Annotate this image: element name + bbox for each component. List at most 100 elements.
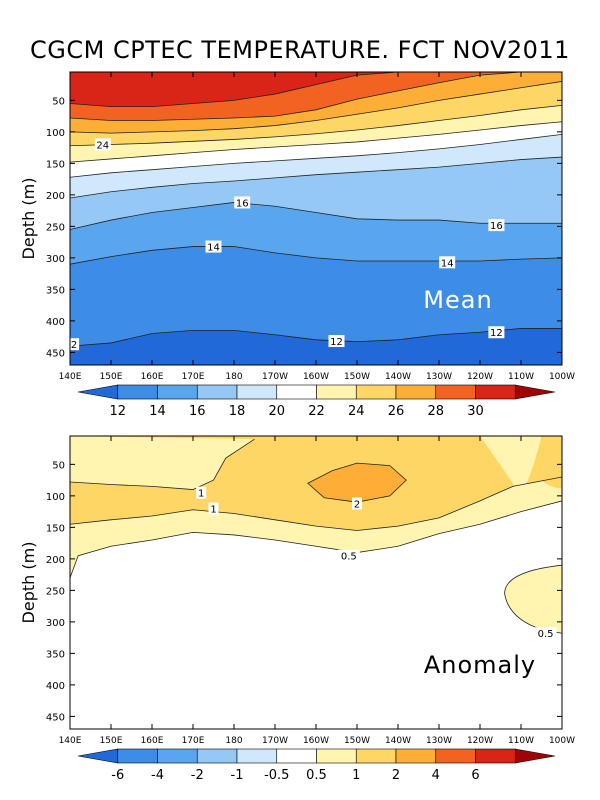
anomaly-y-tick-label: 200	[46, 555, 65, 566]
anomaly-x-tick-label: 100W	[549, 736, 575, 746]
mean-colorbar-segment	[475, 384, 516, 400]
mean-contour-label-bg	[205, 240, 222, 253]
mean-colorbar-label: 12	[109, 404, 126, 419]
anomaly-x-tick-label: 170W	[262, 736, 288, 746]
anomaly-colorbar-segment	[435, 748, 476, 764]
mean-colorbar-label: 18	[229, 404, 246, 419]
mean-colorbar-segment	[77, 384, 119, 400]
mean-y-tick-label: 250	[46, 222, 65, 233]
anomaly-colorbar-label: 6	[471, 768, 479, 783]
mean-contour-label-bg	[439, 256, 456, 269]
mean-isotherm-22	[70, 121, 562, 163]
mean-isotherm-20	[70, 133, 562, 178]
anomaly-x-tick-label: 140W	[385, 736, 411, 746]
mean-contour-label-bg	[69, 338, 80, 351]
mean-x-tick-label: 150E	[100, 372, 123, 382]
anomaly-colorbar-segment	[355, 748, 397, 764]
anomaly-y-tick-label: 250	[46, 586, 65, 597]
mean-colorbar-segment	[435, 384, 476, 400]
mean-y-tick-label: 300	[46, 254, 65, 265]
mean-contour-label-bg	[94, 138, 111, 151]
mean-panel-label: Mean	[423, 286, 492, 314]
anomaly-colorbar-label: 2	[392, 768, 400, 783]
anomaly-colorbar-segment	[514, 748, 556, 764]
anomaly-x-tick-label: 140E	[59, 736, 82, 746]
anomaly-fill-right-blob	[535, 451, 562, 489]
anomaly-fill-deep-0p5	[504, 564, 562, 634]
mean-contour-label: 12	[490, 328, 503, 339]
anomaly-panel-label: Anomaly	[424, 651, 536, 679]
anomaly-colorbar-label: 1	[352, 768, 360, 783]
anomaly-y-tick-label: 50	[52, 460, 65, 471]
mean-x-tick-label: 140E	[59, 372, 82, 382]
anomaly-colorbar-label: 4	[432, 768, 440, 783]
anomaly-colorbar-label: -4	[151, 768, 164, 783]
mean-plot-area	[70, 72, 562, 365]
mean-colorbar-segment	[157, 384, 198, 400]
anomaly-x-tick-label: 170E	[182, 736, 205, 746]
mean-x-tick-label: 120W	[467, 372, 493, 382]
anomaly-contour-1-1	[70, 476, 562, 531]
anomaly-colorbar-segment	[316, 748, 357, 764]
mean-colorbar-label: 26	[388, 404, 405, 419]
mean-colorbar-label: 14	[149, 404, 166, 419]
mean-isotherm-30	[70, 72, 562, 108]
mean-y-tick-label: 450	[46, 348, 65, 359]
anomaly-fill-gap-right	[480, 436, 542, 496]
chart-title: CGCM CPTEC TEMPERATURE. FCT NOV2011	[30, 36, 570, 64]
anomaly-x-tick-label: 110W	[508, 736, 534, 746]
mean-y-axis-label: Depth (m)	[19, 178, 38, 260]
mean-x-tick-label: 160E	[141, 372, 164, 382]
anomaly-contour-label-bg	[196, 486, 207, 499]
anomaly-colorbar-segment	[276, 748, 317, 764]
mean-colorbar-segment	[236, 384, 278, 400]
anomaly-fill-2	[307, 462, 407, 503]
anomaly-x-tick-label: 150E	[100, 736, 123, 746]
mean-colorbar-label: 28	[427, 404, 444, 419]
anomaly-y-tick-label: 450	[46, 712, 65, 723]
anomaly-colorbar-segment	[236, 748, 278, 764]
mean-y-tick-label: 150	[46, 159, 65, 170]
mean-colorbar-label: 22	[308, 404, 325, 419]
mean-contour-label: 16	[236, 198, 249, 209]
anomaly-colorbar-label: -6	[111, 768, 124, 783]
mean-band-above-30	[70, 72, 562, 107]
mean-colorbar-segment	[514, 384, 556, 400]
anomaly-colorbar-segment	[475, 748, 516, 764]
anomaly-y-axis-label: Depth (m)	[19, 542, 38, 624]
mean-y-tick-label: 400	[46, 317, 65, 328]
mean-x-tick-label: 150W	[344, 372, 370, 382]
anomaly-contour-label-bg	[534, 627, 557, 640]
mean-x-tick-label: 180	[225, 372, 242, 382]
mean-x-tick-label: 110W	[508, 372, 534, 382]
mean-contour-label-bg	[328, 335, 345, 348]
anomaly-y-tick-label: 100	[46, 492, 65, 503]
mean-x-tick-label: 170E	[182, 372, 205, 382]
mean-colorbar-label: 24	[348, 404, 365, 419]
anomaly-fill-pocket-left	[70, 436, 255, 490]
mean-contour-label: 2	[71, 340, 77, 351]
anomaly-contour-label: 1	[198, 489, 204, 500]
anomaly-contour-0p5-0	[70, 500, 562, 578]
mean-contour-label: 24	[96, 140, 109, 151]
mean-x-tick-label: 130W	[426, 372, 452, 382]
mean-isotherm-26	[70, 81, 562, 134]
anomaly-x-tick-label: 160W	[303, 736, 329, 746]
anomaly-y-tick-label: 400	[46, 681, 65, 692]
mean-colorbar-segment	[196, 384, 238, 400]
mean-colorbar-segment	[395, 384, 437, 400]
anomaly-y-tick-label: 150	[46, 523, 65, 534]
mean-contour-label: 14	[441, 258, 454, 269]
anomaly-colorbar-segment	[157, 748, 198, 764]
anomaly-colorbar-label: -2	[191, 768, 204, 783]
anomaly-x-tick-label: 120W	[467, 736, 493, 746]
anomaly-y-tick-label: 350	[46, 649, 65, 660]
anomaly-contour-label: 0.5	[341, 552, 357, 563]
mean-x-tick-label: 170W	[262, 372, 288, 382]
mean-colorbar-segment	[355, 384, 397, 400]
mean-x-tick-label: 100W	[549, 372, 575, 382]
anomaly-y-tick-label: 300	[46, 618, 65, 629]
anomaly-colorbar-segment	[395, 748, 437, 764]
anomaly-contour-label: 1	[210, 504, 216, 515]
anomaly-colorbar-label: 0.5	[306, 768, 327, 783]
